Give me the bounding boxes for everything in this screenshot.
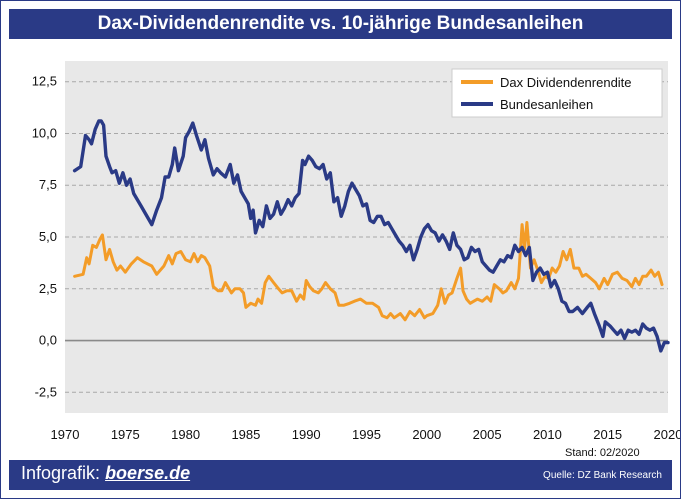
y-tick-label: -2,5 bbox=[35, 384, 57, 399]
stand-date: Stand: 02/2020 bbox=[565, 447, 640, 459]
chart-title: Dax-Dividendenrendite vs. 10-jährige Bun… bbox=[9, 9, 672, 39]
y-tick-label: 12,5 bbox=[32, 74, 57, 89]
x-tick-label: 1975 bbox=[111, 427, 140, 442]
source-note: Quelle: DZ Bank Research bbox=[543, 470, 662, 481]
y-tick-label: 7,5 bbox=[39, 177, 57, 192]
y-tick-label: 2,5 bbox=[39, 281, 57, 296]
legend: Dax Dividendenrendite Bundesanleihen bbox=[451, 68, 663, 118]
brand-site: boerse.de bbox=[105, 463, 191, 483]
brand-prefix: Infografik: bbox=[21, 463, 101, 483]
x-tick-label: 2020 bbox=[654, 427, 680, 442]
series-line-dax bbox=[73, 221, 664, 322]
y-tick-label: 5,0 bbox=[39, 229, 57, 244]
legend-label: Bundesanleihen bbox=[500, 97, 593, 112]
y-tick-label: 0,0 bbox=[39, 333, 57, 348]
x-tick-label: 2005 bbox=[473, 427, 502, 442]
x-tick-label: 2015 bbox=[593, 427, 622, 442]
x-tick-label: 1990 bbox=[292, 427, 321, 442]
footer-brand: Infografik: boerse.de bbox=[21, 463, 190, 484]
legend-box bbox=[451, 68, 663, 118]
x-tick-label: 1995 bbox=[352, 427, 381, 442]
x-tick-label: 1985 bbox=[231, 427, 260, 442]
x-tick-label: 2000 bbox=[412, 427, 441, 442]
footer-bar: Infografik: boerse.de Quelle: DZ Bank Re… bbox=[9, 460, 672, 490]
x-tick-label: 1970 bbox=[51, 427, 80, 442]
x-tick-label: 2010 bbox=[533, 427, 562, 442]
series-line-bund bbox=[72, 119, 670, 353]
legend-label: Dax Dividendenrendite bbox=[500, 75, 632, 90]
x-tick-label: 1980 bbox=[171, 427, 200, 442]
y-tick-label: 10,0 bbox=[32, 125, 57, 140]
